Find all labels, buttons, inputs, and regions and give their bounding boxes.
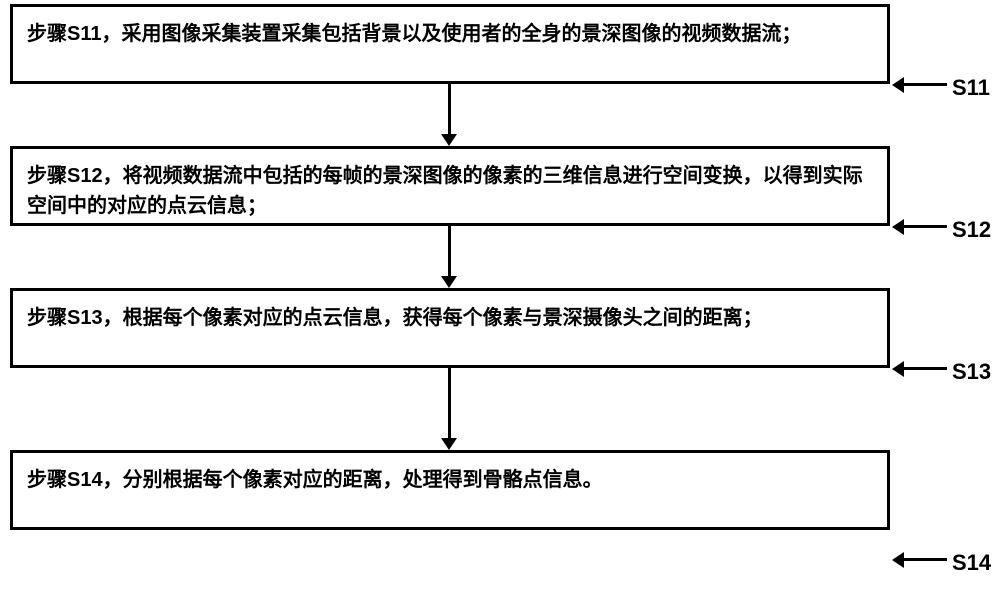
step-label-s11: S11 <box>952 75 990 101</box>
step-box-s13: 步骤S13，根据每个像素对应的点云信息，获得每个像素与景深摄像头之间的距离； <box>10 288 890 368</box>
flowchart-container: 步骤S11，采用图像采集装置采集包括背景以及使用者的全身的景深图像的视频数据流；… <box>0 0 1000 589</box>
step-box-s14: 步骤S14，分别根据每个像素对应的距离，处理得到骨骼点信息。 <box>10 450 890 530</box>
step-text-s14: 步骤S14，分别根据每个像素对应的距离，处理得到骨骼点信息。 <box>27 469 603 491</box>
step-label-s12: S12 <box>952 217 991 243</box>
step-label-s13: S13 <box>952 359 991 385</box>
step-label-s14: S14 <box>952 550 991 576</box>
step-text-s11: 步骤S11，采用图像采集装置采集包括背景以及使用者的全身的景深图像的视频数据流； <box>27 23 801 45</box>
step-text-s13: 步骤S13，根据每个像素对应的点云信息，获得每个像素与景深摄像头之间的距离； <box>27 307 763 329</box>
step-box-s11: 步骤S11，采用图像采集装置采集包括背景以及使用者的全身的景深图像的视频数据流； <box>10 4 890 84</box>
step-box-s12: 步骤S12，将视频数据流中包括的每帧的景深图像的像素的三维信息进行空间变换，以得… <box>10 146 890 226</box>
step-text-s12: 步骤S12，将视频数据流中包括的每帧的景深图像的像素的三维信息进行空间变换，以得… <box>27 165 863 217</box>
